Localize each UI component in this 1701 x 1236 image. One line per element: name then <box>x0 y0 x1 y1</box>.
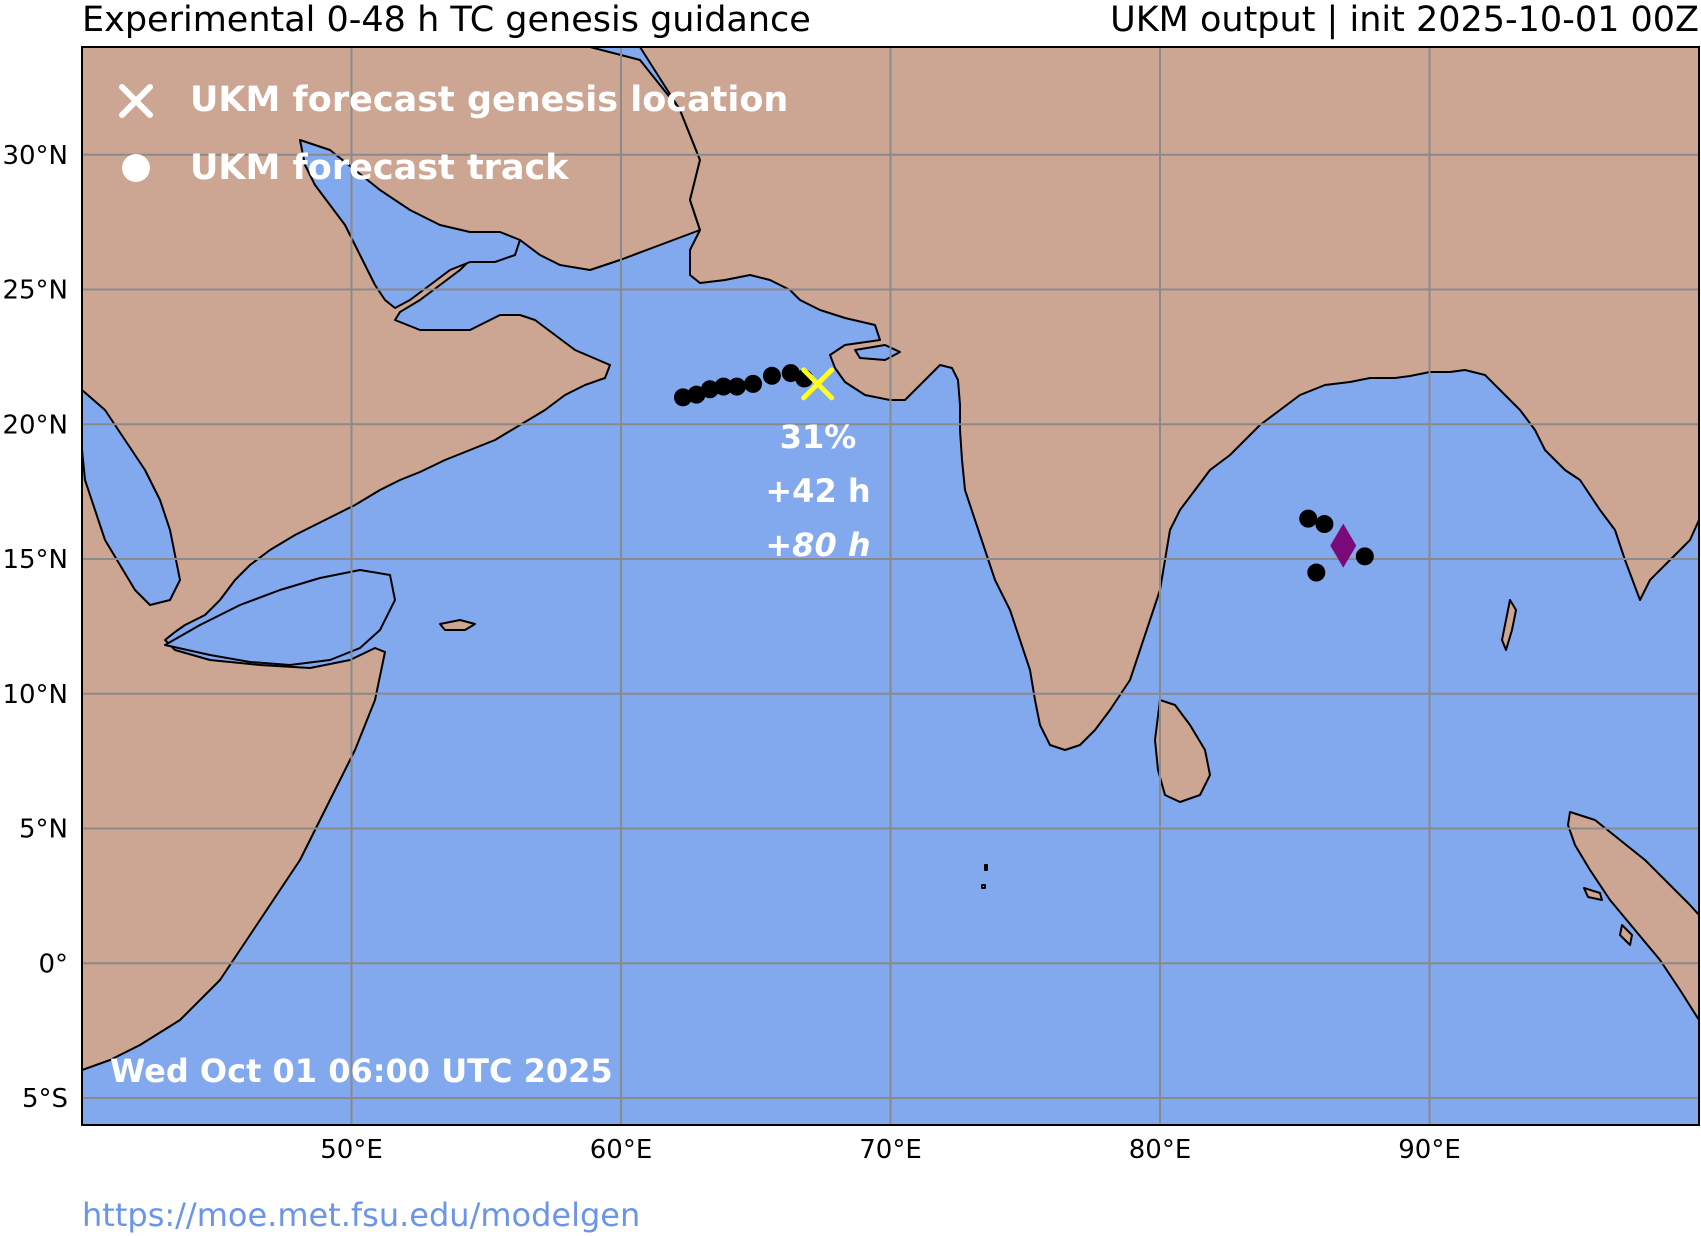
valid-time-label: Wed Oct 01 06:00 UTC 2025 <box>110 1052 613 1090</box>
gulf-of-kutch <box>854 344 901 361</box>
red-sea <box>82 389 181 606</box>
latitude-tick-label: 20°N <box>2 410 68 440</box>
track-point <box>700 380 719 399</box>
track-point <box>781 364 800 383</box>
track-point <box>673 388 692 407</box>
legend-genesis-label: UKM forecast genesis location <box>190 80 788 120</box>
sri-lanka <box>1154 699 1211 803</box>
latitude-tick-labels: 30°N 25°N 20°N 15°N 10°N 5°N 0° 5°S <box>2 141 68 1114</box>
model-init-label: UKM output | init 2025-10-01 00Z <box>1110 0 1699 40</box>
land-arabia-africa <box>82 47 701 1071</box>
sumatra-small-islands <box>1583 887 1633 946</box>
longitude-tick-label: 50°E <box>320 1135 383 1165</box>
longitude-tick-label: 60°E <box>590 1135 653 1165</box>
legend: UKM forecast genesis location UKM foreca… <box>119 80 788 188</box>
track-point <box>1299 509 1318 528</box>
latitude-tick-label: 15°N <box>2 545 68 575</box>
land-india-asia <box>639 47 1699 751</box>
genesis-point <box>801 367 835 401</box>
map-frame <box>81 46 1700 1126</box>
track-point <box>687 385 706 404</box>
track-point <box>762 366 781 385</box>
socotra-island <box>439 619 476 631</box>
source-url-link[interactable]: https://moe.met.fsu.edu/modelgen <box>82 1196 641 1234</box>
gulf-of-aden <box>164 569 396 666</box>
diamond-markers <box>1330 523 1357 568</box>
diamond-point <box>1330 523 1357 568</box>
longitude-tick-labels: 50°E 60°E 70°E 80°E 90°E <box>320 1135 1461 1165</box>
maldives <box>981 864 988 889</box>
persian-gulf <box>299 139 521 309</box>
graticule <box>82 47 1699 1125</box>
track-point <box>727 377 746 396</box>
track-point <box>1355 547 1374 566</box>
longitude-tick-label: 90°E <box>1398 1135 1461 1165</box>
genesis-location-markers <box>801 367 835 401</box>
track-point <box>1307 563 1326 582</box>
latitude-tick-label: 0° <box>38 949 68 979</box>
latitude-tick-label: 5°N <box>19 815 68 845</box>
latitude-tick-label: 5°S <box>22 1084 68 1114</box>
sumatra <box>1567 811 1699 1021</box>
latitude-tick-label: 25°N <box>2 276 68 306</box>
genesis-time-label: +42 h <box>765 472 870 510</box>
lead-time-label: +80 h <box>765 526 870 564</box>
andaman-islands <box>1501 599 1517 651</box>
legend-track-icon <box>122 154 150 182</box>
legend-track-label: UKM forecast track <box>190 148 569 188</box>
latitude-tick-label: 10°N <box>2 680 68 710</box>
track-point <box>1315 515 1334 534</box>
track-point <box>744 374 763 393</box>
longitude-tick-label: 80°E <box>1129 1135 1192 1165</box>
longitude-tick-label: 70°E <box>859 1135 922 1165</box>
map-title: Experimental 0-48 h TC genesis guidance <box>82 0 811 40</box>
latitude-tick-label: 30°N <box>2 141 68 171</box>
genesis-probability-label: 31% <box>780 418 857 456</box>
legend-genesis-icon <box>119 84 153 118</box>
track-point <box>714 377 733 396</box>
